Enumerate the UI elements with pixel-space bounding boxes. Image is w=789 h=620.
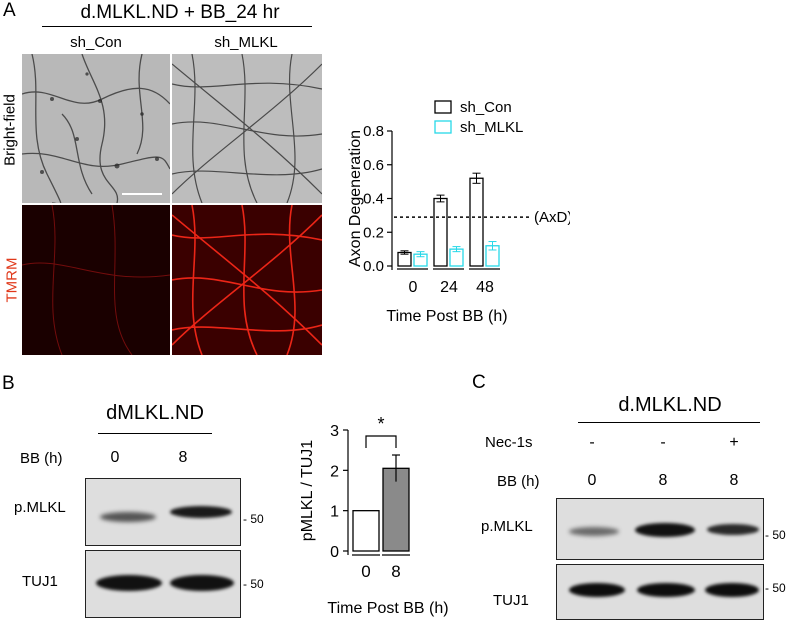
- panel-c-row-pmlkl: p.MLKL: [481, 518, 533, 535]
- panel-c-mw-marker-1: - 50: [765, 528, 786, 542]
- panel-c-row-tuj1: TUJ1: [493, 592, 529, 609]
- legend-swatch: [434, 120, 452, 134]
- row-label-tmrm: TMRM: [3, 257, 21, 303]
- y-tick-label: 0.4: [363, 191, 384, 208]
- band-pmlkl-0h: [100, 512, 156, 522]
- legend-label: sh_MLKL: [460, 119, 523, 136]
- significance-bracket: [365, 435, 397, 448]
- band-c-pmlkl-lane2: [635, 523, 695, 537]
- legend-label: sh_Con: [460, 99, 512, 116]
- significance-star: *: [377, 414, 384, 434]
- x-tick-label: 0: [409, 279, 418, 296]
- panel-c-nec-0: -: [589, 434, 595, 451]
- panel-c-bb-2: 8: [729, 472, 739, 489]
- y-axis-label: pMLKL / TUJ1: [299, 440, 316, 541]
- x-tick-label: 24: [440, 279, 458, 296]
- bar-8: [382, 467, 410, 552]
- y-tick-label: 0.8: [363, 123, 384, 140]
- panel-b-mw-marker-1: - 50: [243, 512, 264, 526]
- panel-b-mw-marker-2: - 50: [243, 577, 264, 591]
- band-pmlkl-8h: [170, 506, 232, 518]
- tmrm-texture: [171, 204, 323, 356]
- panel-b-bb-0: 0: [110, 449, 120, 466]
- panel-c-bb-0: 0: [587, 472, 597, 489]
- bar-sh-con: [469, 177, 484, 267]
- panel-c-nec-2: +: [729, 434, 739, 451]
- bar-sh-con: [433, 197, 448, 267]
- panel-a-title: d.MLKL.ND + BB_24 hr: [80, 2, 280, 23]
- y-tick-label: 2: [330, 463, 339, 480]
- panel-b-bb-label: BB (h): [20, 450, 63, 467]
- panel-c-title: d.MLKL.ND: [618, 394, 722, 416]
- threshold-label: (AxD): [534, 209, 570, 226]
- panel-b-letter: B: [2, 373, 15, 394]
- brightfield-texture: [21, 53, 171, 206]
- panel-b-tuj1-blot: [85, 550, 241, 618]
- panel-a-letter: A: [3, 0, 16, 21]
- tmrm-image-sh-mlkl: [171, 204, 323, 356]
- band-c-pmlkl-lane1: [569, 527, 619, 536]
- panel-c-title-rule: [578, 422, 760, 423]
- tmrm-texture: [21, 204, 171, 356]
- panel-b-row-tuj1: TUJ1: [22, 573, 58, 590]
- panel-c-letter: C: [472, 372, 486, 393]
- y-tick-label: 1: [330, 504, 339, 521]
- brightfield-texture: [171, 53, 323, 204]
- y-tick-label: 0.6: [363, 157, 384, 174]
- y-tick-label: 0.2: [363, 224, 384, 241]
- panel-b-row-pmlkl: p.MLKL: [14, 499, 66, 516]
- y-tick-label: 3: [330, 423, 339, 440]
- panel-c-bb-1: 8: [658, 472, 668, 489]
- y-axis-label: Axon Degeneration: [347, 130, 364, 267]
- panel-c-pmlkl-blot: [556, 498, 764, 560]
- legend-swatch: [434, 100, 452, 114]
- col-label-sh-mlkl: sh_MLKL: [214, 34, 278, 51]
- panel-b-title-rule: [98, 433, 212, 434]
- bar-0: [352, 510, 380, 552]
- panel-b-bb-8: 8: [178, 449, 188, 466]
- band-c-tuj1-lane1: [569, 583, 625, 597]
- band-tuj1-0h: [96, 575, 162, 591]
- panel-c-mw-marker-2: - 50: [765, 581, 786, 595]
- x-tick-label: 48: [476, 279, 494, 296]
- y-tick-label: 0.0: [363, 258, 384, 275]
- pmlkl-tuj1-chart: 0 1 2 3 pMLKL / TUJ1 0 8 * Time Post BB (h): [299, 414, 449, 617]
- brightfield-image-sh-mlkl: [171, 53, 323, 204]
- x-tick-label: 0: [361, 562, 370, 581]
- band-c-tuj1-lane2: [637, 583, 695, 597]
- panel-c-nec-label: Nec-1s: [485, 434, 533, 451]
- panel-c-bb-label: BB (h): [497, 473, 540, 490]
- tmrm-image-sh-con: [21, 204, 171, 356]
- panel-b-title: dMLKL.ND: [106, 402, 204, 424]
- x-axis-label: Time Post BB (h): [386, 308, 507, 325]
- row-label-bright-field: Bright-field: [1, 94, 19, 166]
- band-c-tuj1-lane3: [705, 583, 759, 597]
- x-axis-label: Time Post BB (h): [327, 600, 448, 617]
- panel-c-tuj1-blot: [556, 564, 764, 620]
- band-tuj1-8h: [170, 575, 234, 591]
- panel-b-pmlkl-blot: [85, 478, 241, 546]
- col-label-sh-con: sh_Con: [70, 34, 122, 51]
- panel-a-title-rule: [42, 26, 312, 27]
- brightfield-image-sh-con: [21, 53, 171, 206]
- x-tick-label: 8: [391, 562, 400, 581]
- y-tick-label: 0: [330, 544, 339, 561]
- panel-c-nec-1: -: [660, 434, 666, 451]
- band-c-pmlkl-lane3: [707, 524, 759, 535]
